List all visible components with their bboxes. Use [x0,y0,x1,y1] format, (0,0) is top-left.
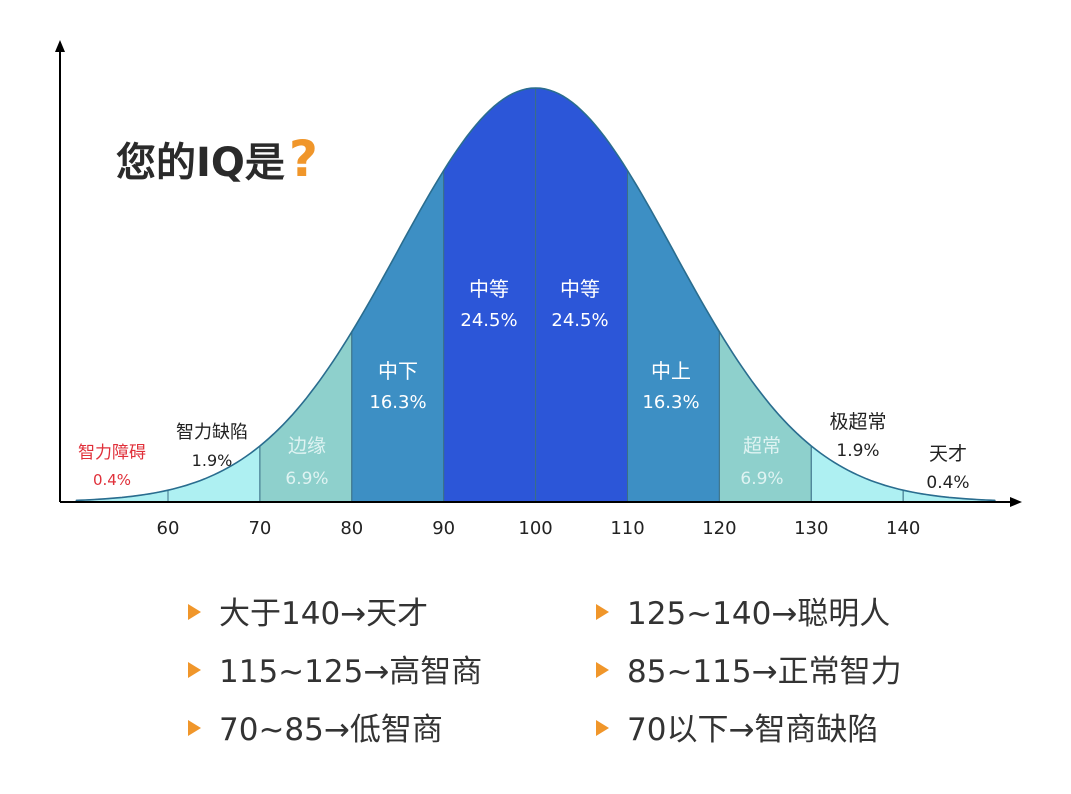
band-percent: 1.9% [192,451,233,470]
x-tick-label: 120 [702,518,736,539]
chart-title: 您的IQ是? [116,130,318,188]
legend-text: 70~85→低智商 [219,712,443,748]
legend-text: 70以下→智商缺陷 [627,712,879,748]
band-percent: 6.9% [285,469,328,489]
band-label: 中等 [469,277,509,301]
legend-text: 125~140→聪明人 [627,596,891,632]
x-tick-label: 110 [610,518,644,539]
x-tick-label: 70 [248,518,271,539]
x-tick-label: 130 [794,518,828,539]
x-tick-label: 60 [157,518,180,539]
legend-text: 大于140→天才 [219,596,429,632]
band-percent: 6.9% [740,469,783,489]
bell-curve [76,87,996,502]
band-percent: 24.5% [551,310,608,331]
band-percent: 16.3% [369,392,426,413]
band-label: 边缘 [288,435,326,457]
band-label: 中下 [378,359,418,383]
legend-text: 85~115→正常智力 [627,654,902,690]
band-label: 中等 [560,277,600,301]
triangle-bullet-icon [188,604,201,620]
band-label: 超常 [743,435,781,457]
x-axis-arrow [1010,497,1022,507]
band-percent: 1.9% [836,441,879,461]
band-area [627,168,720,503]
triangle-bullet-icon [188,662,201,678]
triangle-bullet-icon [596,662,609,678]
triangle-bullet-icon [596,604,609,620]
x-tick-label: 80 [340,518,363,539]
question-mark: ? [288,130,318,188]
band-percent: 0.4% [93,471,131,489]
legend-item: 115~125→高智商 [188,654,482,690]
x-tick-label: 90 [432,518,455,539]
band-label: 天才 [929,443,967,465]
legend-item: 70以下→智商缺陷 [596,712,878,748]
chart-title-text: 您的IQ是 [116,140,285,186]
legend-item: 大于140→天才 [188,596,428,632]
band-label: 智力缺陷 [176,422,248,443]
band-percent: 16.3% [642,392,699,413]
triangle-bullet-icon [188,720,201,736]
legend-item: 70~85→低智商 [188,712,443,748]
triangle-bullet-icon [596,720,609,736]
legend-text: 115~125→高智商 [219,654,483,690]
legend-item: 125~140→聪明人 [596,596,890,632]
band-label: 极超常 [829,411,886,433]
band-percent: 0.4% [926,473,969,493]
x-tick-label: 140 [886,518,920,539]
x-tick-label: 100 [518,518,552,539]
band-percent: 24.5% [460,310,517,331]
legend-item: 85~115→正常智力 [596,654,902,690]
y-axis-arrow [55,40,65,52]
band-area [351,168,445,503]
band-label: 智力障碍 [78,443,146,463]
band-label: 中上 [651,359,691,383]
